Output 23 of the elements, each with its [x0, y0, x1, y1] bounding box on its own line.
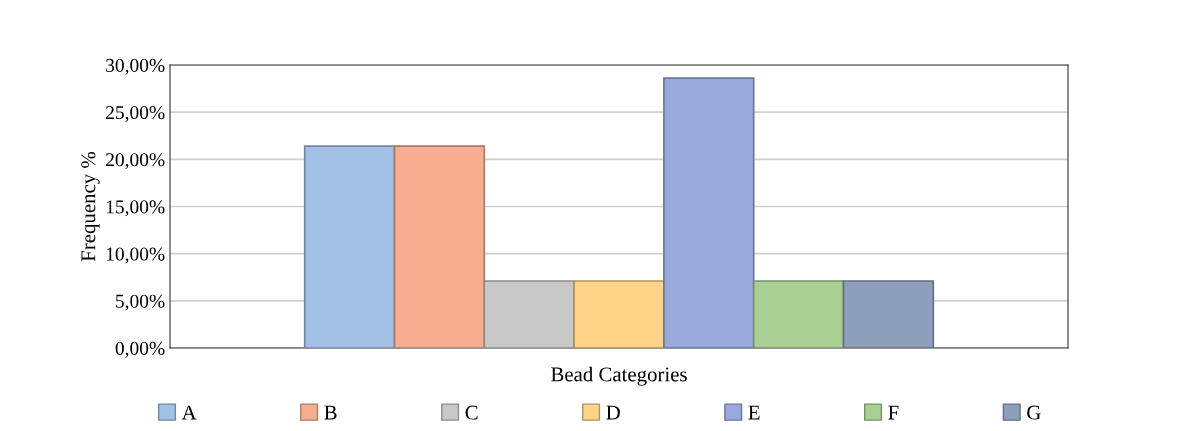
y-tick-label: 15,00%	[106, 200, 165, 217]
y-tick-label: 20,00%	[106, 153, 165, 170]
bar	[573, 280, 665, 348]
legend-label: E	[748, 405, 760, 420]
y-axis-title: Frequency %	[81, 151, 100, 262]
bar	[842, 280, 935, 348]
y-tick-label: 30,00%	[106, 58, 165, 75]
legend-label: D	[606, 405, 620, 420]
y-tick-label: 0,00%	[115, 341, 165, 358]
legend-label: F	[888, 405, 899, 420]
bar	[303, 145, 396, 348]
bar	[393, 145, 486, 348]
legend-label: C	[465, 405, 478, 420]
legend-label: B	[324, 405, 337, 420]
y-tick-label: 10,00%	[106, 247, 165, 264]
bar	[752, 280, 845, 348]
x-axis-title: Bead Categories	[551, 366, 687, 386]
bar	[483, 280, 575, 348]
y-tick-label: 5,00%	[116, 294, 165, 311]
legend-label: A	[181, 405, 197, 420]
y-tick-label: 25,00%	[106, 105, 165, 122]
legend-label: G	[1027, 405, 1041, 420]
bar	[663, 77, 755, 348]
